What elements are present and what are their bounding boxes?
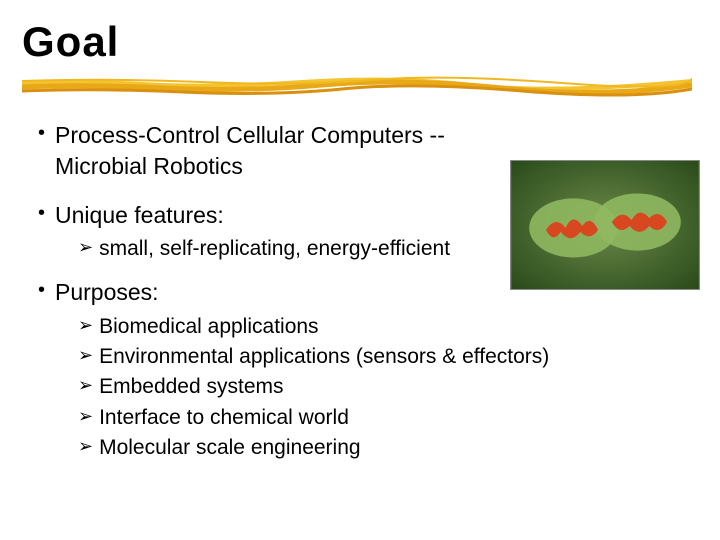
bullet-item: • Unique features: (38, 200, 678, 231)
arrow-bullet-icon: ➢ (78, 404, 93, 428)
arrow-bullet-icon: ➢ (78, 373, 93, 397)
sub-bullet-item: ➢ Environmental applications (sensors & … (78, 343, 678, 371)
sub-bullet-item: ➢ small, self-replicating, energy-effici… (78, 235, 678, 263)
sub-bullet-text: small, self-replicating, energy-efficien… (99, 235, 450, 263)
bullet-text: Purposes: (55, 277, 159, 308)
bullet-marker: • (38, 277, 45, 304)
sub-bullet-item: ➢ Molecular scale engineering (78, 434, 678, 462)
arrow-bullet-icon: ➢ (78, 313, 93, 337)
sub-bullet-item: ➢ Biomedical applications (78, 313, 678, 341)
bullet-text: Unique features: (55, 200, 224, 231)
bullet-item: • Process-Control Cellular Computers -- … (38, 120, 678, 182)
arrow-bullet-icon: ➢ (78, 235, 93, 259)
sub-bullet-item: ➢ Embedded systems (78, 373, 678, 401)
bullet-marker: • (38, 120, 45, 147)
title-underline (22, 75, 692, 97)
slide-title: Goal (0, 0, 720, 66)
bullet-text: Process-Control Cellular Computers -- Mi… (55, 120, 505, 182)
sub-bullet-text: Environmental applications (sensors & ef… (99, 343, 549, 371)
bullet-item: • Purposes: (38, 277, 678, 308)
sub-bullet-text: Interface to chemical world (99, 404, 349, 432)
sub-bullet-item: ➢ Interface to chemical world (78, 404, 678, 432)
bullet-marker: • (38, 200, 45, 227)
slide-content: • Process-Control Cellular Computers -- … (38, 120, 678, 476)
sub-bullet-text: Biomedical applications (99, 313, 318, 341)
arrow-bullet-icon: ➢ (78, 343, 93, 367)
sub-bullet-text: Embedded systems (99, 373, 283, 401)
arrow-bullet-icon: ➢ (78, 434, 93, 458)
sub-bullet-text: Molecular scale engineering (99, 434, 361, 462)
